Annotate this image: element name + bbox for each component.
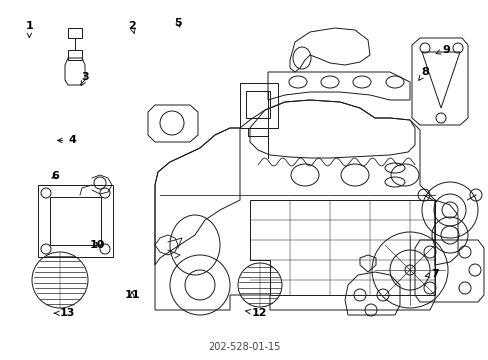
Bar bbox=[247, 128, 267, 136]
Text: 2: 2 bbox=[128, 21, 136, 34]
Text: 8: 8 bbox=[418, 67, 428, 80]
Bar bbox=[68, 50, 82, 60]
Text: 6: 6 bbox=[51, 171, 59, 181]
Bar bbox=[50, 197, 101, 245]
Text: 9: 9 bbox=[435, 45, 449, 55]
Bar bbox=[68, 28, 82, 38]
Text: 4: 4 bbox=[58, 135, 76, 145]
Text: 7: 7 bbox=[425, 269, 438, 279]
Text: 13: 13 bbox=[54, 308, 75, 318]
Bar bbox=[240, 83, 278, 128]
Text: 5: 5 bbox=[174, 18, 182, 28]
Text: 11: 11 bbox=[124, 290, 140, 300]
Bar bbox=[245, 91, 269, 118]
Text: 12: 12 bbox=[245, 308, 266, 318]
Bar bbox=[38, 185, 113, 257]
Text: 202-528-01-15: 202-528-01-15 bbox=[208, 342, 280, 352]
Text: 1: 1 bbox=[25, 21, 33, 37]
Text: 3: 3 bbox=[81, 72, 89, 86]
Text: 10: 10 bbox=[90, 240, 105, 250]
